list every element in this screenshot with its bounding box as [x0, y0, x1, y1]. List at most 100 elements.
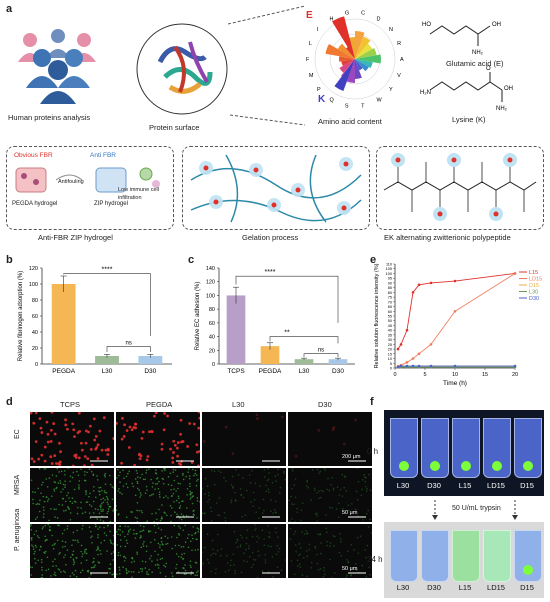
y-tick-label: 40	[388, 329, 392, 333]
vial-label: D15	[520, 481, 534, 490]
data-point	[411, 291, 415, 294]
vial-label: D30	[427, 583, 441, 592]
polypeptide-box	[376, 146, 544, 230]
gel-droplet	[399, 461, 409, 471]
microscopy-image	[116, 412, 200, 466]
rose-petal	[346, 45, 355, 59]
y-tick-label: 0	[35, 362, 38, 368]
column-label: L30	[232, 400, 245, 409]
anti-fbr-caption: Anti-FBR ZIP hydrogel	[38, 233, 113, 242]
microscopy-image	[30, 468, 114, 522]
rose-letter: Y	[389, 87, 393, 93]
vial	[483, 530, 511, 582]
rose-letter: F	[306, 57, 310, 63]
significance-label: **	[284, 330, 290, 337]
data-point	[399, 343, 403, 346]
data-point	[399, 364, 403, 368]
x-axis-label: Time (h)	[443, 380, 467, 387]
y-tick-label: 100	[386, 272, 392, 276]
rose-petal	[355, 36, 371, 59]
vial	[452, 418, 480, 478]
y-tick-label: 120	[29, 266, 38, 272]
protein-surface-illustration	[136, 23, 228, 115]
rose-petal	[337, 43, 355, 59]
molecule-structures: HO OH NH₂ H₂N O OH NH₂	[420, 22, 513, 112]
rose-petal	[339, 59, 355, 73]
trypsin-label: 50 U/mL trypsin	[452, 505, 501, 512]
x-tick-label: 0	[393, 372, 396, 378]
y-tick-label: 20	[209, 348, 215, 354]
rose-petal	[355, 59, 362, 79]
gel-droplet	[523, 461, 533, 471]
rose-petal	[325, 44, 355, 59]
polypeptide-illustration	[383, 153, 537, 221]
svg-text:NH₂: NH₂	[496, 106, 508, 112]
amino-acid-rose-chart: C D N R A V YW T S Q P M F L I H G	[306, 11, 404, 110]
category-label: D30	[332, 368, 344, 375]
rose-letter: T	[361, 103, 365, 109]
fluorescence-line-chart: 0510152025303540455055606570758085909510…	[374, 263, 542, 388]
vials-photo-24h: L30 D30 L15 LD15 D15	[384, 522, 544, 598]
y-tick-label: 85	[388, 286, 392, 290]
gelation-caption: Gelation process	[242, 233, 299, 242]
significance-bracket	[106, 346, 151, 352]
y-tick-label: 40	[209, 335, 215, 341]
y-tick-label: 30	[388, 338, 392, 342]
y-tick-label: 0	[390, 367, 392, 371]
rose-letter: R	[397, 41, 401, 47]
y-tick-label: 45	[388, 324, 392, 328]
bar	[226, 295, 246, 364]
x-tick-label: 20	[512, 372, 518, 378]
trypsin-arrows	[432, 500, 518, 520]
rose-petal-k	[334, 59, 355, 91]
bar	[260, 346, 280, 364]
polypeptide-caption: EK alternating zwitterionic polypeptide	[384, 233, 511, 242]
zip-hydrogel-label: ZIP hydrogel	[94, 201, 128, 207]
data-point	[396, 347, 400, 351]
bar	[95, 356, 119, 364]
fbr-illustration	[15, 167, 160, 193]
vial-label: L30	[396, 583, 410, 592]
x-tick-label: 10	[452, 372, 458, 378]
lys-caption: Lysine (K)	[452, 115, 486, 124]
svg-text:OH: OH	[492, 22, 501, 28]
rose-letter: A	[400, 57, 404, 63]
column-label: TCPS	[60, 400, 81, 409]
rose-caption: Amino acid content	[318, 117, 382, 126]
y-tick-label: 55	[388, 315, 392, 319]
data-point	[429, 281, 433, 285]
vial-label: L15	[458, 583, 472, 592]
legend-label: LD15	[529, 277, 542, 283]
microscopy-image: 50 μm	[288, 524, 372, 578]
microscopy-image: 200 μm	[288, 412, 372, 466]
panel-d-label: d	[6, 396, 13, 408]
vial-label: LD15	[487, 481, 505, 490]
fibrinogen-bar-chart: 0 20 40 60 80 100 120 Relative fibrinogen adsor…	[18, 266, 172, 375]
x-tick-label: 15	[482, 372, 488, 378]
rose-petal	[341, 59, 355, 66]
microscopy-image	[116, 468, 200, 522]
rose-letter: H	[330, 16, 334, 22]
bar	[328, 359, 348, 364]
vial	[421, 530, 449, 582]
legend-label: D15	[529, 283, 539, 289]
vial	[514, 418, 542, 478]
microscopy-image	[202, 524, 286, 578]
y-tick-label: 65	[388, 305, 392, 309]
category-label: L30	[102, 368, 113, 375]
rose-letter: G	[345, 11, 349, 17]
row-label: MRSA	[14, 474, 21, 495]
microscopy-image	[202, 412, 286, 466]
vial	[390, 418, 418, 478]
category-label: L30	[299, 368, 310, 375]
vials-photo-0h: L30 D30 L15 LD15 D15	[384, 410, 544, 496]
row-label: EC	[14, 429, 21, 439]
svg-text:H₂N: H₂N	[420, 90, 431, 96]
microscopy-image	[116, 524, 200, 578]
scale-bar-label: 200 μm	[342, 454, 361, 460]
scale-bar-label: 50 μm	[342, 566, 358, 572]
rose-letter: I	[317, 27, 319, 33]
rose-petal	[355, 59, 373, 68]
y-tick-label: 80	[209, 307, 215, 313]
y-tick-label: 60	[209, 321, 215, 327]
